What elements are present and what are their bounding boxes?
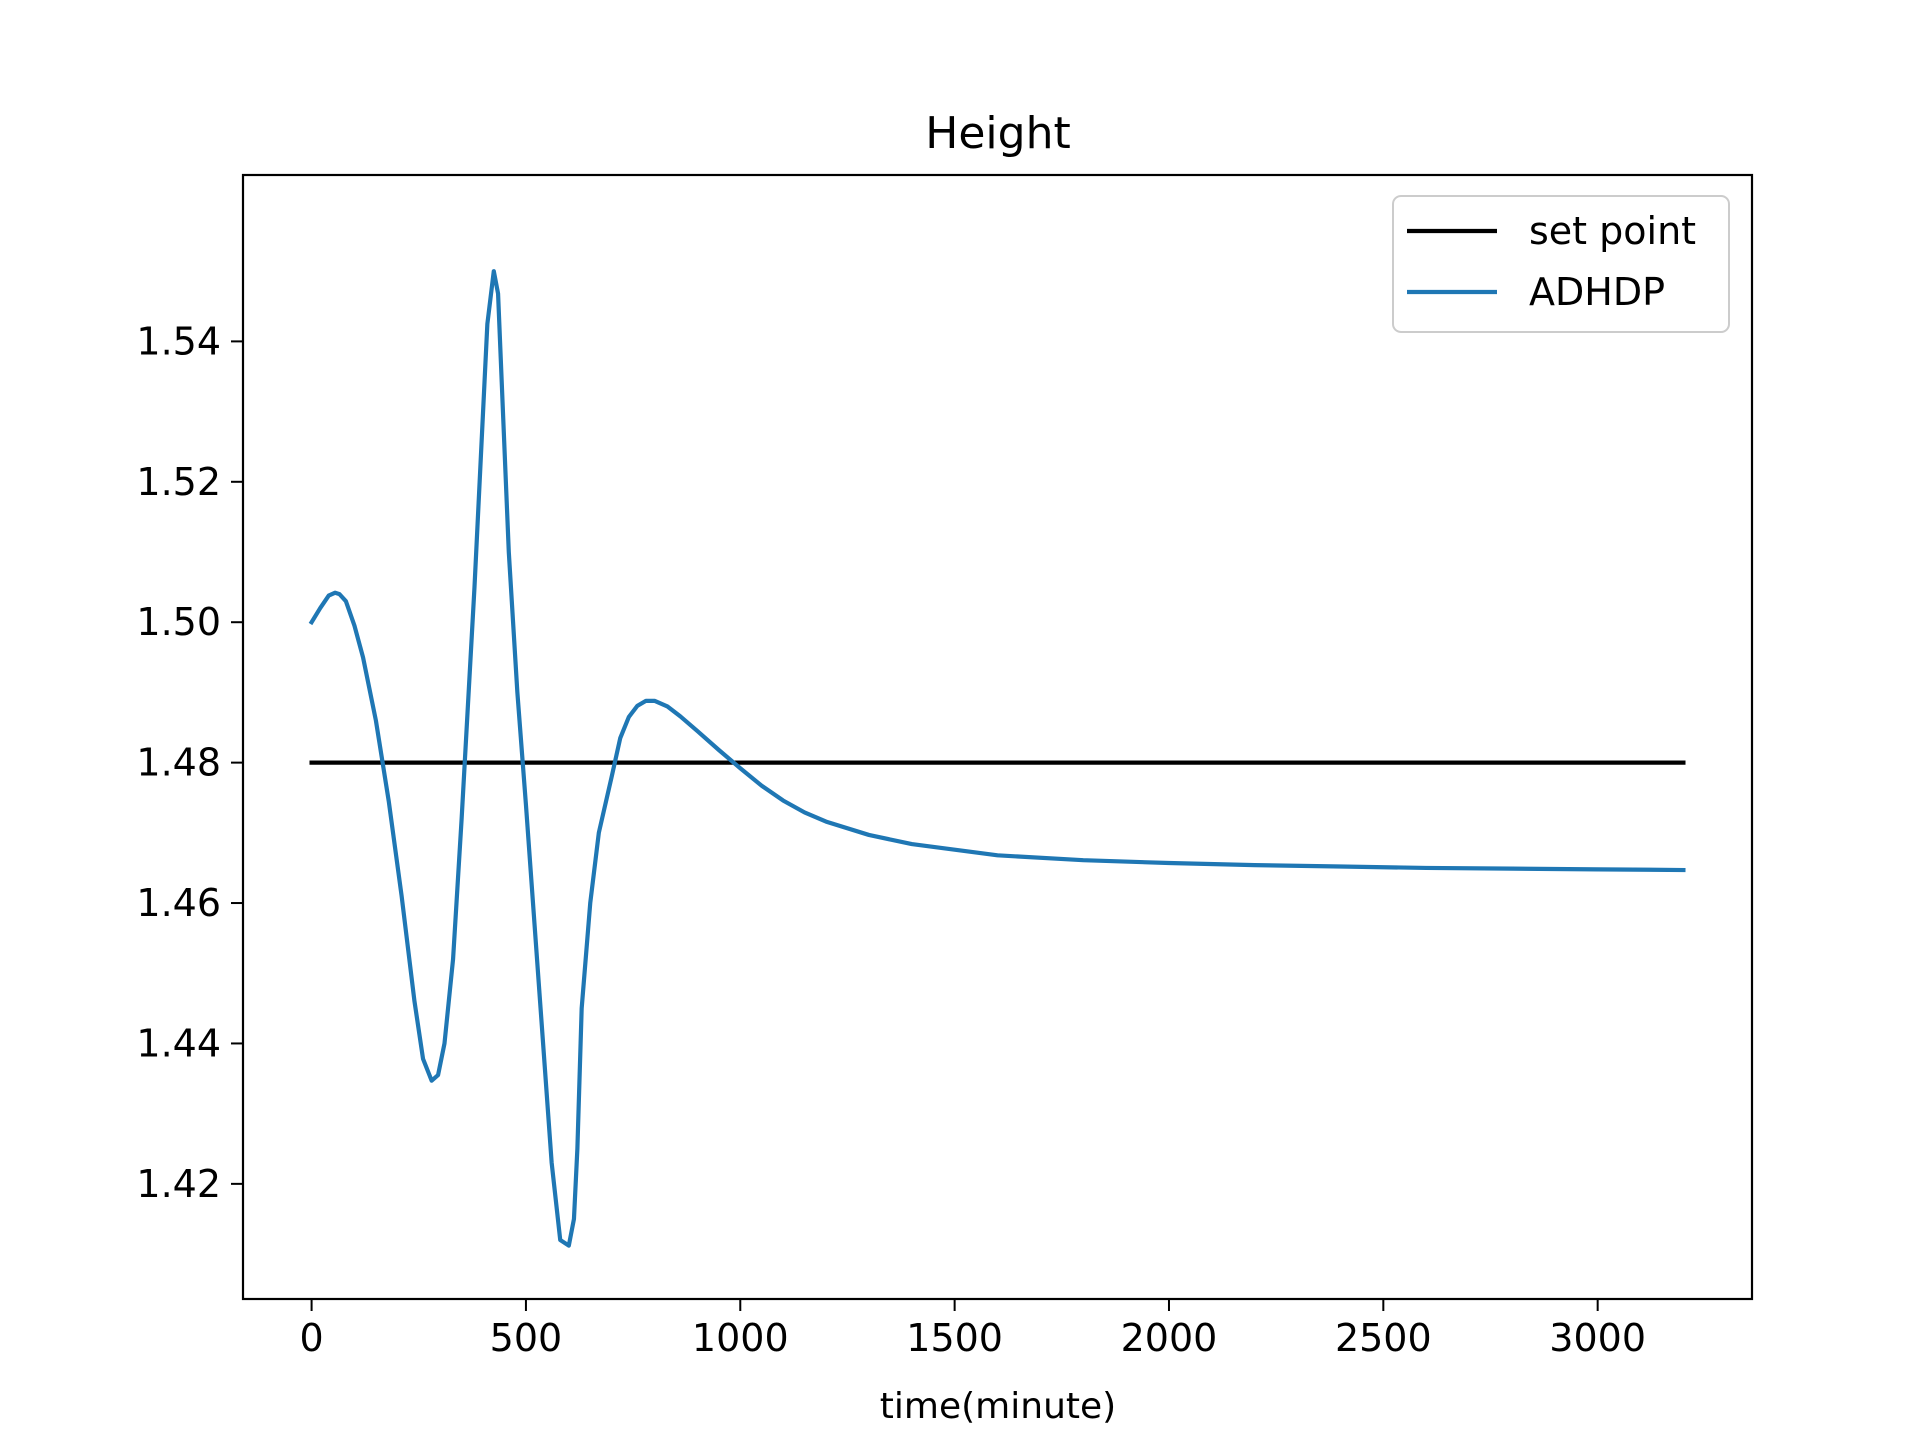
y-tick-label: 1.54 (136, 319, 221, 363)
chart-title: Height (925, 108, 1070, 159)
x-axis-label: time(minute) (880, 1386, 1116, 1427)
legend-label-set-point: set point (1529, 209, 1696, 253)
x-tick-label: 0 (299, 1316, 323, 1360)
legend: set point ADHDP (1392, 195, 1730, 333)
x-tick-label: 3000 (1549, 1316, 1646, 1360)
x-axis: 0 500 1000 1500 2000 2500 3000 (299, 1299, 1646, 1360)
plot-series-layer (308, 269, 1686, 1248)
x-tick-label: 2000 (1121, 1316, 1218, 1360)
x-tick-label: 500 (490, 1316, 563, 1360)
x-tick-label: 1500 (906, 1316, 1003, 1360)
y-tick-label: 1.50 (136, 600, 221, 644)
y-tick-label: 1.48 (136, 741, 221, 785)
y-tick-label: 1.46 (136, 881, 221, 925)
x-tick-label: 2500 (1335, 1316, 1432, 1360)
y-tick-label: 1.42 (136, 1162, 221, 1206)
legend-label-adhdp: ADHDP (1529, 270, 1665, 314)
series-line-adhdp (308, 269, 1686, 1248)
x-tick-label: 1000 (692, 1316, 789, 1360)
y-tick-label: 1.52 (136, 460, 221, 504)
y-tick-label: 1.44 (136, 1021, 221, 1065)
y-axis: 1.42 1.44 1.46 1.48 1.50 1.52 1.54 (136, 319, 243, 1206)
plot-frame (241, 173, 1754, 1301)
